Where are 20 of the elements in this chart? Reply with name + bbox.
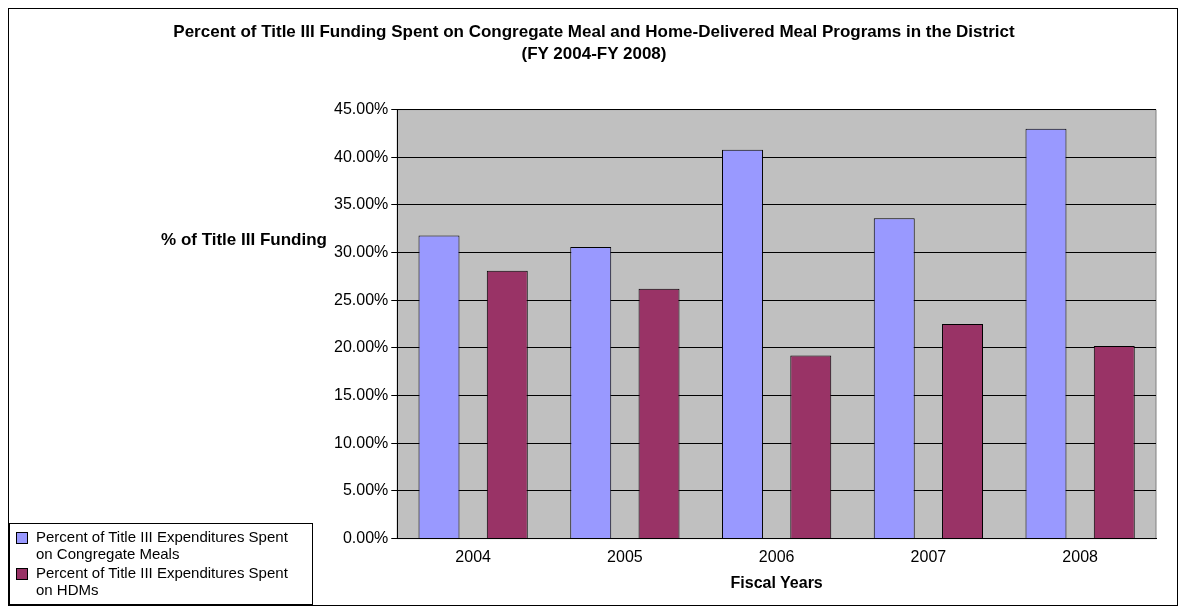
legend-label: Percent of Title III Expenditures Spent on HDMs — [36, 564, 289, 598]
y-tick-label: 5.00% — [342, 481, 389, 499]
y-tick-label: 45.00% — [334, 100, 389, 118]
legend-label: Percent of Title III Expenditures Spent on Congregate Meals — [36, 528, 289, 562]
chart-title: Percent of Title III Funding Spent on Congregate Meal and Home-Delivered Meal Programs in the District (FY 2004-FY 2008) — [172, 21, 1016, 65]
y-tick-label: 35.00% — [334, 195, 389, 213]
y-axis-title: % of Title III Funding — [160, 229, 328, 251]
y-tick-label: 25.00% — [334, 290, 389, 308]
y-tick-label: 0.00% — [342, 529, 389, 547]
x-axis-title: Fiscal Years — [730, 573, 823, 591]
x-tick-label: 2004 — [455, 547, 492, 565]
x-tick-label: 2005 — [607, 547, 643, 565]
y-tick-label: 30.00% — [334, 243, 389, 261]
y-tick-label: 20.00% — [334, 338, 389, 356]
x-tick-label: 2008 — [1062, 547, 1099, 565]
y-tick-label: 10.00% — [334, 433, 389, 451]
y-tick-label: 15.00% — [334, 386, 389, 404]
x-tick-label: 2006 — [758, 547, 795, 565]
y-tick-label: 40.00% — [334, 147, 389, 165]
x-tick-label: 2007 — [910, 547, 947, 565]
